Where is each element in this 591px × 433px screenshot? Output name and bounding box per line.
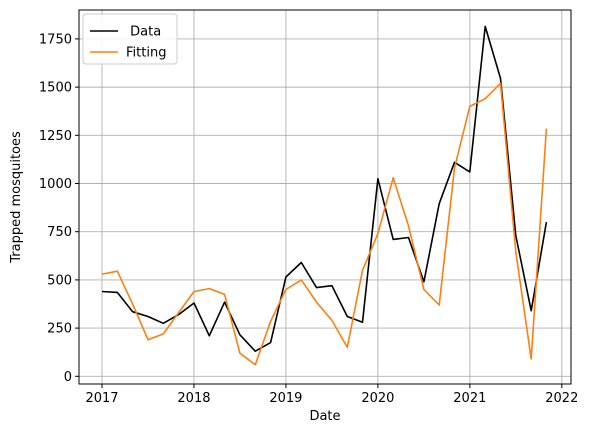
x-tick-label-3: 2020 <box>361 391 394 406</box>
x-tick-label-4: 2021 <box>453 391 486 406</box>
x-axis-label: Date <box>309 409 340 424</box>
y-tick-label-0: 0 <box>64 370 72 385</box>
x-tick-label-5: 2022 <box>545 391 578 406</box>
y-tick-label-4: 1000 <box>39 177 72 192</box>
series-line-0 <box>101 25 548 353</box>
legend: Data Fitting <box>82 13 178 65</box>
x-tick-label-1: 2018 <box>177 391 210 406</box>
series-lines <box>101 25 548 366</box>
y-tick-label-6: 1500 <box>39 81 72 96</box>
x-tick-label-2: 2019 <box>269 391 302 406</box>
y-tick-label-7: 1750 <box>39 32 72 47</box>
axes <box>78 9 572 385</box>
x-axis-ticks: 2017 2018 2019 2020 2021 2022 <box>85 384 578 406</box>
y-axis-label: Trapped mosquitoes <box>9 131 24 264</box>
y-tick-label-5: 1250 <box>39 129 72 144</box>
series-line-1 <box>101 82 548 366</box>
y-axis-ticks: 0 250 500 750 1000 1250 1500 1750 <box>39 32 79 385</box>
x-tick-label-0: 2017 <box>85 391 118 406</box>
y-tick-label-2: 500 <box>47 273 72 288</box>
legend-label-data: Data <box>126 25 161 40</box>
plot-frame <box>78 9 572 385</box>
y-tick-label-3: 750 <box>47 225 72 240</box>
y-tick-label-1: 250 <box>47 322 72 337</box>
legend-label-fitting: Fitting <box>126 46 166 61</box>
